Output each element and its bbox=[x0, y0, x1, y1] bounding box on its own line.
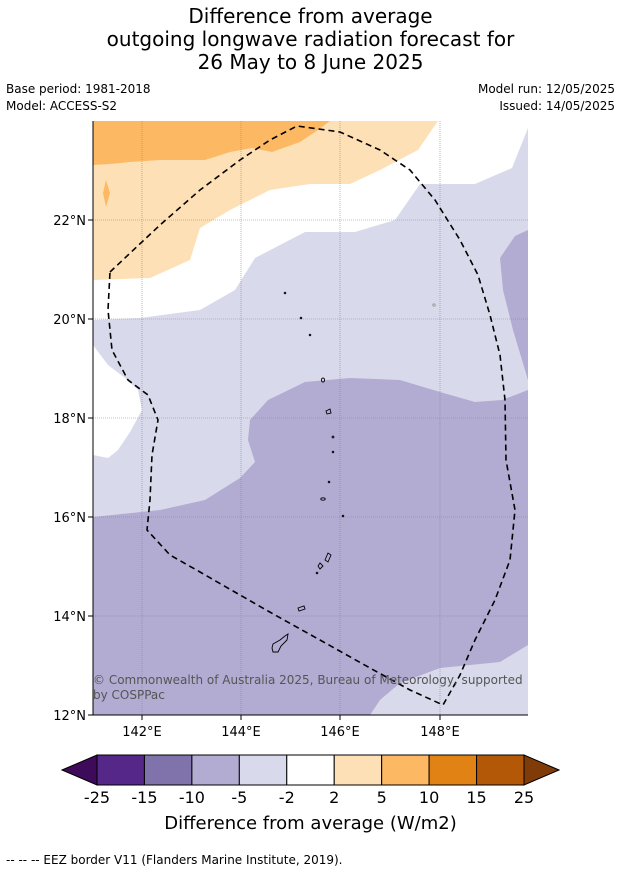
island-5 bbox=[325, 408, 332, 415]
model-run: Model run: 12/05/2025 bbox=[477, 82, 615, 96]
colorbar-tick-label: 10 bbox=[419, 788, 439, 807]
x-label-144e: 144°E bbox=[221, 725, 261, 740]
colorbar-segment bbox=[143, 754, 193, 786]
base-period: Base period: 1981-2018 bbox=[6, 82, 151, 96]
colorbar-high-extension bbox=[523, 754, 561, 786]
colorbar-tick-label: 2 bbox=[329, 788, 339, 807]
island-10 bbox=[341, 514, 345, 518]
title-line-1: Difference from average bbox=[188, 4, 433, 28]
colorbar-tick-label: 25 bbox=[514, 788, 534, 807]
meta-left: Base period: 1981-2018 Model: ACCESS-S2 bbox=[6, 81, 151, 115]
anomaly-fill-plus5 bbox=[93, 121, 330, 165]
map-plot-area bbox=[93, 121, 528, 715]
model-name: Model: ACCESS-S2 bbox=[6, 99, 118, 113]
colorbar-segment bbox=[96, 754, 145, 786]
x-label-148e: 148°E bbox=[420, 725, 460, 740]
colorbar-tick-label: -10 bbox=[179, 788, 205, 807]
island-6 bbox=[331, 435, 335, 439]
y-label-18n: 18°N bbox=[53, 412, 86, 427]
colorbar-segment bbox=[191, 754, 240, 786]
title-line-2: outgoing longwave radiation forecast for bbox=[106, 27, 515, 51]
colorbar-segment bbox=[286, 754, 335, 786]
colorbar-tick-label: 5 bbox=[377, 788, 387, 807]
y-label-14n: 14°N bbox=[53, 610, 86, 625]
island-3 bbox=[308, 333, 312, 337]
x-label-142e: 142°E bbox=[122, 725, 162, 740]
x-axis-labels: 142°E 144°E 146°E 148°E bbox=[122, 725, 460, 740]
y-label-16n: 16°N bbox=[53, 511, 86, 526]
colorbar-segment bbox=[428, 754, 478, 786]
eez-footnote: -- -- -- EEZ border V11 (Flanders Marine… bbox=[6, 853, 343, 867]
island-2 bbox=[299, 316, 303, 320]
island-rota bbox=[297, 605, 306, 612]
island-far-east bbox=[432, 303, 436, 307]
copyright-line-1: © Commonwealth of Australia 2025, Bureau… bbox=[93, 673, 523, 687]
colorbar-segment bbox=[476, 754, 525, 786]
y-label-20n: 20°N bbox=[53, 313, 86, 328]
colorbar-tick-label: -25 bbox=[84, 788, 110, 807]
meta-right: Model run: 12/05/2025 Issued: 14/05/2025 bbox=[478, 81, 615, 115]
colorbar-tick-label: 15 bbox=[466, 788, 486, 807]
island-8 bbox=[327, 480, 331, 484]
anomaly-fill-plus2 bbox=[93, 121, 438, 280]
island-1 bbox=[283, 291, 287, 295]
colorbar-tick-label: -15 bbox=[131, 788, 157, 807]
y-axis-ticks bbox=[88, 219, 93, 716]
map-title: Difference from average outgoing longwav… bbox=[0, 5, 621, 74]
colorbar-segment bbox=[381, 754, 430, 786]
colorbar-tick-label: -5 bbox=[231, 788, 247, 807]
y-label-12n: 12°N bbox=[53, 709, 86, 724]
copyright-line-2: by COSPPac bbox=[93, 688, 165, 702]
issued-date: Issued: 14/05/2025 bbox=[499, 99, 615, 113]
anomaly-fill-neutral-left bbox=[93, 345, 142, 458]
island-saipan bbox=[324, 552, 332, 563]
island-tinian bbox=[317, 562, 324, 570]
map-grid bbox=[93, 121, 528, 715]
y-label-22n: 22°N bbox=[53, 214, 86, 229]
colorbar-label: Difference from average (W/m2) bbox=[164, 813, 457, 834]
title-line-3: 26 May to 8 June 2025 bbox=[197, 50, 424, 74]
island-outlines bbox=[271, 291, 436, 653]
island-guam bbox=[271, 633, 289, 653]
colorbar-segment bbox=[333, 754, 383, 786]
anomaly-fill-minus10 bbox=[93, 230, 528, 715]
colorbar: -25 -15 -10 -5 -2 2 5 10 15 25 bbox=[60, 754, 561, 807]
island-7 bbox=[331, 450, 335, 454]
y-axis-labels: 22°N 20°N 18°N 16°N 14°N 12°N bbox=[53, 214, 86, 724]
colorbar-segments bbox=[96, 754, 525, 786]
island-4 bbox=[320, 377, 326, 383]
colorbar-ticks: -25 -15 -10 -5 -2 2 5 10 15 25 bbox=[84, 788, 534, 807]
colorbar-low-extension bbox=[60, 754, 98, 786]
eez-border bbox=[107, 125, 516, 707]
x-axis-ticks bbox=[141, 715, 441, 720]
island-aguijan bbox=[315, 571, 319, 575]
island-9 bbox=[320, 497, 326, 501]
x-label-146e: 146°E bbox=[320, 725, 360, 740]
anomaly-fill-plus5-spot bbox=[103, 180, 110, 207]
colorbar-segment bbox=[238, 754, 288, 786]
copyright-notice: © Commonwealth of Australia 2025, Bureau… bbox=[93, 673, 523, 702]
colorbar-tick-label: -2 bbox=[279, 788, 295, 807]
